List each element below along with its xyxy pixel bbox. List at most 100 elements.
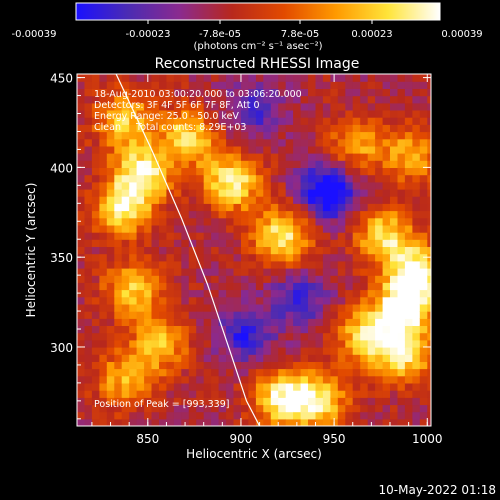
heatmap-cell — [390, 88, 399, 97]
heatmap-cell — [233, 203, 242, 212]
heatmap-cell — [308, 131, 317, 140]
heatmap-cell — [337, 232, 346, 240]
heatmap-cell — [151, 102, 160, 111]
heatmap-cell — [367, 145, 376, 154]
heatmap-cell — [397, 210, 406, 219]
heatmap-cell — [211, 181, 220, 190]
heatmap-cell — [285, 174, 294, 183]
annotation-clean-counts: Clean Total counts: 8.29E+03 — [94, 122, 246, 133]
heatmap-cell — [106, 160, 115, 168]
heatmap-cell — [390, 188, 399, 197]
heatmap-cell — [241, 239, 250, 247]
heatmap-cell — [114, 81, 123, 89]
heatmap-cell — [263, 296, 272, 305]
heatmap-cell — [114, 339, 123, 348]
heatmap-cell — [345, 124, 354, 133]
heatmap-cell — [270, 102, 279, 111]
heatmap-cell — [404, 275, 413, 283]
heatmap-cell — [375, 375, 384, 384]
heatmap-cell — [397, 268, 406, 276]
heatmap-cell — [427, 289, 431, 298]
heatmap-cell — [352, 210, 361, 219]
heatmap-cell — [285, 325, 294, 334]
heatmap-cell — [404, 339, 413, 348]
heatmap-cell — [412, 239, 421, 247]
heatmap-cell — [121, 303, 130, 312]
heatmap-cell — [196, 339, 205, 348]
heatmap-cell — [241, 203, 250, 212]
heatmap-cell — [203, 390, 212, 398]
heatmap-cell — [106, 260, 115, 269]
heatmap-cell — [352, 138, 361, 147]
heatmap-cell — [144, 411, 153, 420]
heatmap-cell — [114, 188, 123, 197]
heatmap-cell — [345, 361, 354, 370]
heatmap-cell — [345, 145, 354, 154]
heatmap-cell — [285, 253, 294, 262]
heatmap-cell — [270, 74, 279, 82]
heatmap-cell — [367, 382, 376, 391]
heatmap-cell — [285, 217, 294, 226]
heatmap-cell — [159, 124, 168, 133]
heatmap-cell — [106, 95, 115, 104]
heatmap-cell — [315, 397, 324, 406]
heatmap-cell — [144, 109, 153, 118]
heatmap-cell — [285, 368, 294, 377]
heatmap-cell — [322, 196, 331, 204]
heatmap-cell — [203, 181, 212, 190]
heatmap-cell — [293, 153, 302, 161]
heatmap-cell — [278, 418, 287, 426]
heatmap-cell — [375, 131, 384, 140]
heatmap-cell — [382, 268, 391, 276]
heatmap-cell — [114, 239, 123, 247]
heatmap-cell — [233, 397, 242, 406]
heatmap-cell — [218, 390, 227, 398]
heatmap-cell — [166, 81, 175, 89]
heatmap-cell — [166, 311, 175, 319]
heatmap-cell — [241, 390, 250, 398]
heatmap-cell — [270, 418, 279, 426]
heatmap-cell — [270, 311, 279, 319]
heatmap-cell — [300, 138, 309, 147]
heatmap-cell — [181, 203, 190, 212]
heatmap-cell — [360, 224, 369, 233]
heatmap-cell — [255, 131, 264, 140]
heatmap-cell — [233, 181, 242, 190]
heatmap-cell — [226, 253, 235, 262]
heatmap-cell — [285, 260, 294, 269]
heatmap-cell — [263, 404, 272, 413]
heatmap-cell — [293, 339, 302, 348]
heatmap-cell — [211, 361, 220, 370]
heatmap-cell — [360, 109, 369, 118]
heatmap-cell — [390, 368, 399, 377]
heatmap-cell — [352, 81, 361, 89]
heatmap-cell — [166, 167, 175, 176]
heatmap-cell — [375, 224, 384, 233]
heatmap-cell — [173, 282, 182, 291]
heatmap-cell — [412, 181, 421, 190]
heatmap-cell — [211, 325, 220, 334]
heatmap-cell — [270, 181, 279, 190]
heatmap-cell — [211, 153, 220, 161]
heatmap-cell — [151, 339, 160, 348]
heatmap-cell — [255, 368, 264, 377]
heatmap-cell — [248, 88, 257, 97]
heatmap-cell — [263, 354, 272, 362]
heatmap-cell — [173, 382, 182, 391]
heatmap-cell — [77, 81, 86, 89]
heatmap-cell — [91, 325, 100, 334]
heatmap-cell — [248, 174, 257, 183]
heatmap-cell — [315, 282, 324, 291]
heatmap-cell — [129, 196, 138, 204]
heatmap-cell — [166, 411, 175, 420]
heatmap-cell — [397, 203, 406, 212]
heatmap-cell — [382, 418, 391, 426]
heatmap-cell — [166, 275, 175, 283]
heatmap-cell — [263, 117, 272, 125]
heatmap-cell — [375, 275, 384, 283]
heatmap-cell — [330, 224, 339, 233]
heatmap-cell — [322, 397, 331, 406]
heatmap-cell — [144, 246, 153, 255]
heatmap-cell — [278, 411, 287, 420]
heatmap-cell — [181, 239, 190, 247]
